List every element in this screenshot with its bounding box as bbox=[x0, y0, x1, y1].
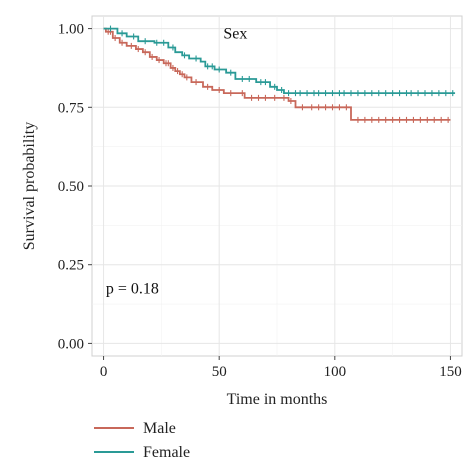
x-axis-title: Time in months bbox=[227, 391, 328, 408]
grid-lines bbox=[92, 16, 462, 356]
y-tick-label: 0.00 bbox=[58, 336, 84, 352]
series-male bbox=[103, 27, 451, 123]
legend-label-female: Female bbox=[143, 444, 190, 461]
x-tick-label: 50 bbox=[212, 364, 227, 380]
x-tick-label: 100 bbox=[324, 364, 347, 380]
survival-curve-male bbox=[103, 27, 451, 121]
y-axis-ticks: 0.00 0.25 0.50 0.75 1.00 bbox=[58, 22, 92, 352]
y-tick-label: 1.00 bbox=[58, 22, 84, 38]
annotation-p-value: p = 0.18 bbox=[106, 280, 159, 297]
annotation-sex: Sex bbox=[223, 25, 247, 42]
y-tick-label: 0.75 bbox=[58, 100, 84, 116]
x-axis-ticks: 0 50 100 150 bbox=[100, 356, 462, 380]
series-female bbox=[103, 25, 456, 97]
x-tick-label: 0 bbox=[100, 364, 108, 380]
survival-curve-female bbox=[103, 27, 456, 95]
legend: Male Female bbox=[94, 420, 190, 461]
y-tick-label: 0.25 bbox=[58, 258, 84, 274]
legend-label-male: Male bbox=[143, 420, 176, 437]
y-tick-label: 0.50 bbox=[58, 179, 84, 195]
series-layer bbox=[103, 25, 456, 123]
y-axis-title: Survival probability bbox=[21, 122, 38, 250]
x-tick-label: 150 bbox=[439, 364, 462, 380]
